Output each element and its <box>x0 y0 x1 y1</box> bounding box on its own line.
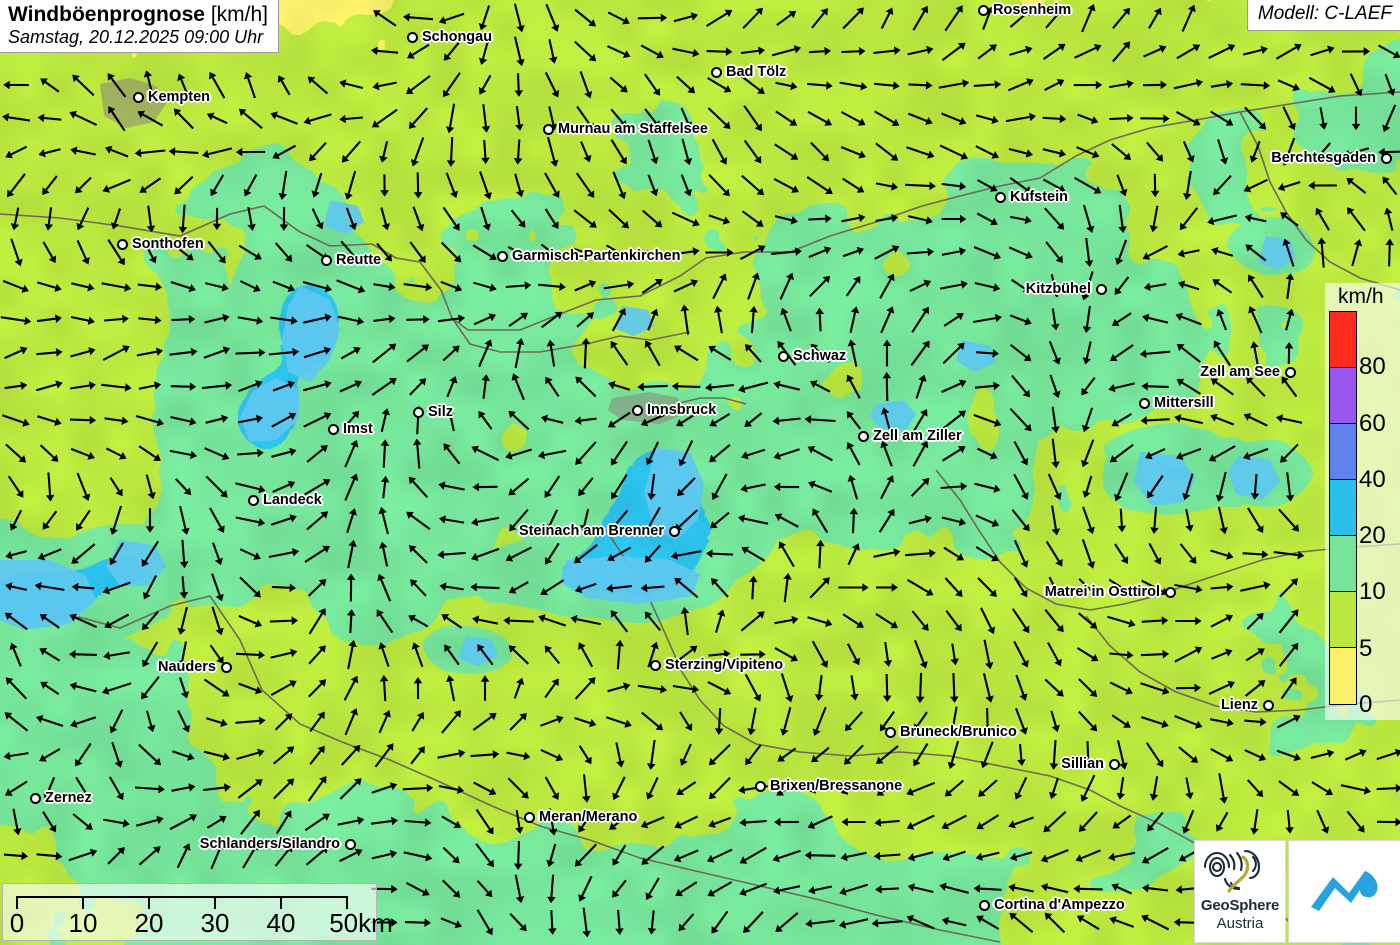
geosphere-name-line2: Austria <box>1216 915 1264 932</box>
scale-tick <box>345 896 349 909</box>
colorbar-band-6 <box>1330 648 1356 704</box>
scale-tick <box>279 896 283 909</box>
colorbar-unit-label: km/h <box>1338 285 1384 308</box>
scale-tick <box>81 896 85 909</box>
scale-tick <box>213 896 217 909</box>
colorbar-tick-5: 5 <box>1359 634 1373 662</box>
colorbar-tick-10: 10 <box>1359 578 1386 606</box>
scale-label-1: 10 <box>68 908 98 938</box>
title-box: Windböenprognose [km/h] Samstag, 20.12.2… <box>0 0 279 53</box>
scale-bar-axis <box>17 896 347 899</box>
scale-bar: 0 10 20 30 40 50km <box>2 883 393 941</box>
colorbar-tick-20: 20 <box>1359 522 1386 550</box>
colorbar-band-2 <box>1330 424 1356 480</box>
page-title: Windböenprognose <box>8 3 205 26</box>
colorbar-tick-80: 80 <box>1359 353 1386 381</box>
title-unit: [km/h] <box>210 3 268 26</box>
scale-label-4: 40 <box>266 908 296 938</box>
scale-tick <box>15 896 19 909</box>
model-label: Modell: C-LAEF <box>1246 0 1400 31</box>
geosphere-name-line1: GeoSphere <box>1200 897 1280 914</box>
colorbar-band-1 <box>1330 368 1356 424</box>
scale-label-3: 30 <box>200 908 230 938</box>
scale-label-2: 20 <box>134 908 164 938</box>
geosphere-logo: GeoSphere Austria <box>1194 840 1286 943</box>
colorbar-tick-0: 0 <box>1359 691 1373 718</box>
colorbar-tick-60: 60 <box>1359 409 1386 437</box>
colorbar-band-5 <box>1330 592 1356 648</box>
geosphere-swirl-icon <box>1203 849 1261 893</box>
scale-label-0: 0 <box>9 908 25 938</box>
secondary-logo <box>1288 840 1400 943</box>
colorbar-band-3 <box>1330 480 1356 536</box>
colorbar <box>1329 311 1357 705</box>
colorbar-tick-40: 40 <box>1359 465 1386 493</box>
title-line: Windböenprognose [km/h] <box>8 3 268 27</box>
colorbar-band-0 <box>1330 312 1356 368</box>
scale-label-5: 50km <box>329 908 393 938</box>
scale-tick <box>147 896 151 909</box>
forecast-datetime: Samstag, 20.12.2025 09:00 Uhr <box>8 26 264 47</box>
scale-bar-line <box>15 896 349 909</box>
blue-chevron-icon <box>1311 871 1378 911</box>
colorbar-band-4 <box>1330 536 1356 592</box>
